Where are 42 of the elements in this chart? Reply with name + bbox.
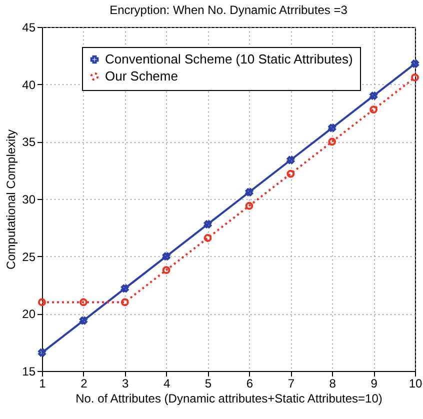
point xyxy=(79,298,88,306)
point xyxy=(328,138,336,146)
x-tick-label: 2 xyxy=(80,376,88,390)
point xyxy=(204,234,212,242)
x-tick-label: 6 xyxy=(246,376,254,390)
point xyxy=(328,124,336,132)
y-tick-label: 15 xyxy=(22,364,36,378)
point xyxy=(370,106,378,114)
point xyxy=(38,348,46,357)
x-tick-label: 7 xyxy=(288,376,295,390)
x-tick-label: 3 xyxy=(122,376,130,390)
point xyxy=(370,92,378,100)
point xyxy=(245,202,254,210)
point xyxy=(286,156,295,164)
point xyxy=(204,220,212,228)
x-axis-title: No. of Attributes (Dynamic attributes+Static Attributes=10) xyxy=(76,392,382,406)
point xyxy=(120,298,129,306)
x-tick-label: 10 xyxy=(408,376,422,390)
y-tick-label: 45 xyxy=(22,20,36,34)
y-tick-label: 40 xyxy=(22,78,36,92)
y-axis-title: Computational Complexity xyxy=(4,129,18,270)
y-tick-label: 20 xyxy=(22,307,36,322)
y-tick-label: 35 xyxy=(22,135,36,150)
chart-title: Encryption: When No. Dynamic Atrributes =3 xyxy=(110,3,348,17)
x-tick-label: 5 xyxy=(204,376,212,390)
point xyxy=(80,316,88,324)
point xyxy=(286,170,295,178)
point xyxy=(120,284,129,292)
point xyxy=(411,74,419,82)
point xyxy=(162,266,170,274)
point xyxy=(411,60,419,68)
point xyxy=(162,252,170,260)
y-tick-label: 25 xyxy=(22,250,36,264)
x-tick-label: 1 xyxy=(39,376,46,390)
legend-label: Our Scheme xyxy=(105,68,178,84)
x-tick-label: 4 xyxy=(163,376,170,390)
legend-label: Conventional Scheme (10 Static Attributes) xyxy=(105,52,353,66)
y-tick-label: 30 xyxy=(22,192,36,206)
point xyxy=(38,298,46,306)
x-tick-label: 8 xyxy=(329,376,336,390)
x-tick-label: 9 xyxy=(370,376,378,390)
point xyxy=(245,188,254,196)
